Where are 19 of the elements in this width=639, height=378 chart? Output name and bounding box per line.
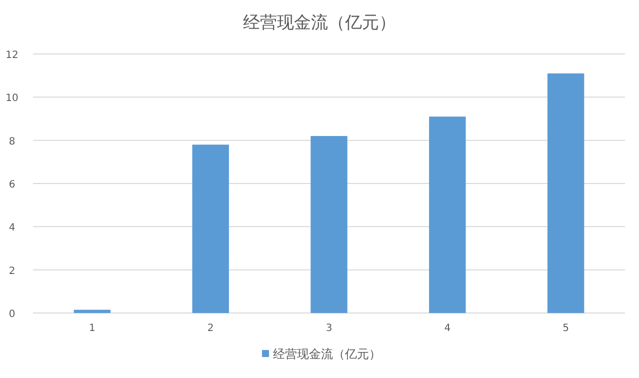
y-tick-label: 10	[6, 93, 18, 104]
x-tick-label: 2	[207, 323, 214, 334]
x-tick-label: 5	[562, 323, 569, 334]
x-tick-label: 3	[326, 323, 332, 334]
bar	[429, 116, 466, 313]
y-tick-label: 12	[6, 50, 18, 61]
bar	[74, 310, 111, 313]
legend-label: 经营现金流（亿元）	[273, 347, 381, 361]
bar	[192, 144, 229, 313]
y-tick-label: 2	[8, 266, 16, 277]
bar	[310, 136, 348, 313]
y-tick-label: 4	[8, 222, 16, 234]
chart-title: 经营现金流（亿元）	[243, 13, 396, 33]
y-tick-label: 0	[8, 309, 16, 320]
x-tick-label: 1	[89, 323, 96, 334]
bar	[547, 73, 584, 313]
y-tick-label: 8	[8, 136, 16, 148]
y-tick-label: 6	[8, 180, 16, 190]
x-tick-label: 4	[444, 323, 451, 334]
